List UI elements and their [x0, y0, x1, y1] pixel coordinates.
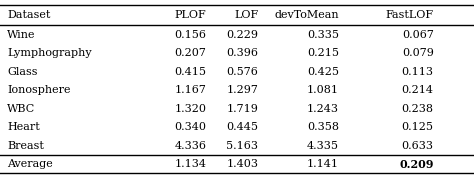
Text: Lymphography: Lymphography: [7, 48, 92, 58]
Text: 1.719: 1.719: [227, 104, 258, 114]
Text: devToMean: devToMean: [274, 10, 339, 20]
Text: 0.633: 0.633: [401, 141, 434, 151]
Text: 0.215: 0.215: [307, 48, 339, 58]
Text: PLOF: PLOF: [174, 10, 206, 20]
Text: Ionosphere: Ionosphere: [7, 85, 71, 95]
Text: 0.113: 0.113: [401, 67, 434, 77]
Text: 4.335: 4.335: [307, 141, 339, 151]
Text: 4.336: 4.336: [174, 141, 206, 151]
Text: Wine: Wine: [7, 30, 36, 40]
Text: Average: Average: [7, 159, 53, 169]
Text: 0.415: 0.415: [174, 67, 206, 77]
Text: 0.079: 0.079: [402, 48, 434, 58]
Text: 0.358: 0.358: [307, 122, 339, 132]
Text: 1.141: 1.141: [307, 159, 339, 169]
Text: 0.335: 0.335: [307, 30, 339, 40]
Text: 0.207: 0.207: [174, 48, 206, 58]
Text: Heart: Heart: [7, 122, 40, 132]
Text: 5.163: 5.163: [226, 141, 258, 151]
Text: 0.156: 0.156: [174, 30, 206, 40]
Text: 0.125: 0.125: [401, 122, 434, 132]
Text: 1.081: 1.081: [307, 85, 339, 95]
Text: FastLOF: FastLOF: [385, 10, 434, 20]
Text: 0.209: 0.209: [399, 159, 434, 170]
Text: 0.238: 0.238: [401, 104, 434, 114]
Text: 0.067: 0.067: [402, 30, 434, 40]
Text: 1.403: 1.403: [226, 159, 258, 169]
Text: 0.340: 0.340: [174, 122, 206, 132]
Text: 0.445: 0.445: [226, 122, 258, 132]
Text: Dataset: Dataset: [7, 10, 51, 20]
Text: Breast: Breast: [7, 141, 44, 151]
Text: 0.229: 0.229: [226, 30, 258, 40]
Text: WBC: WBC: [7, 104, 36, 114]
Text: 0.396: 0.396: [226, 48, 258, 58]
Text: 0.576: 0.576: [227, 67, 258, 77]
Text: Glass: Glass: [7, 67, 37, 77]
Text: 1.167: 1.167: [174, 85, 206, 95]
Text: 1.320: 1.320: [174, 104, 206, 114]
Text: 1.297: 1.297: [227, 85, 258, 95]
Text: 0.214: 0.214: [401, 85, 434, 95]
Text: 0.425: 0.425: [307, 67, 339, 77]
Text: 1.243: 1.243: [307, 104, 339, 114]
Text: LOF: LOF: [234, 10, 258, 20]
Text: 1.134: 1.134: [174, 159, 206, 169]
